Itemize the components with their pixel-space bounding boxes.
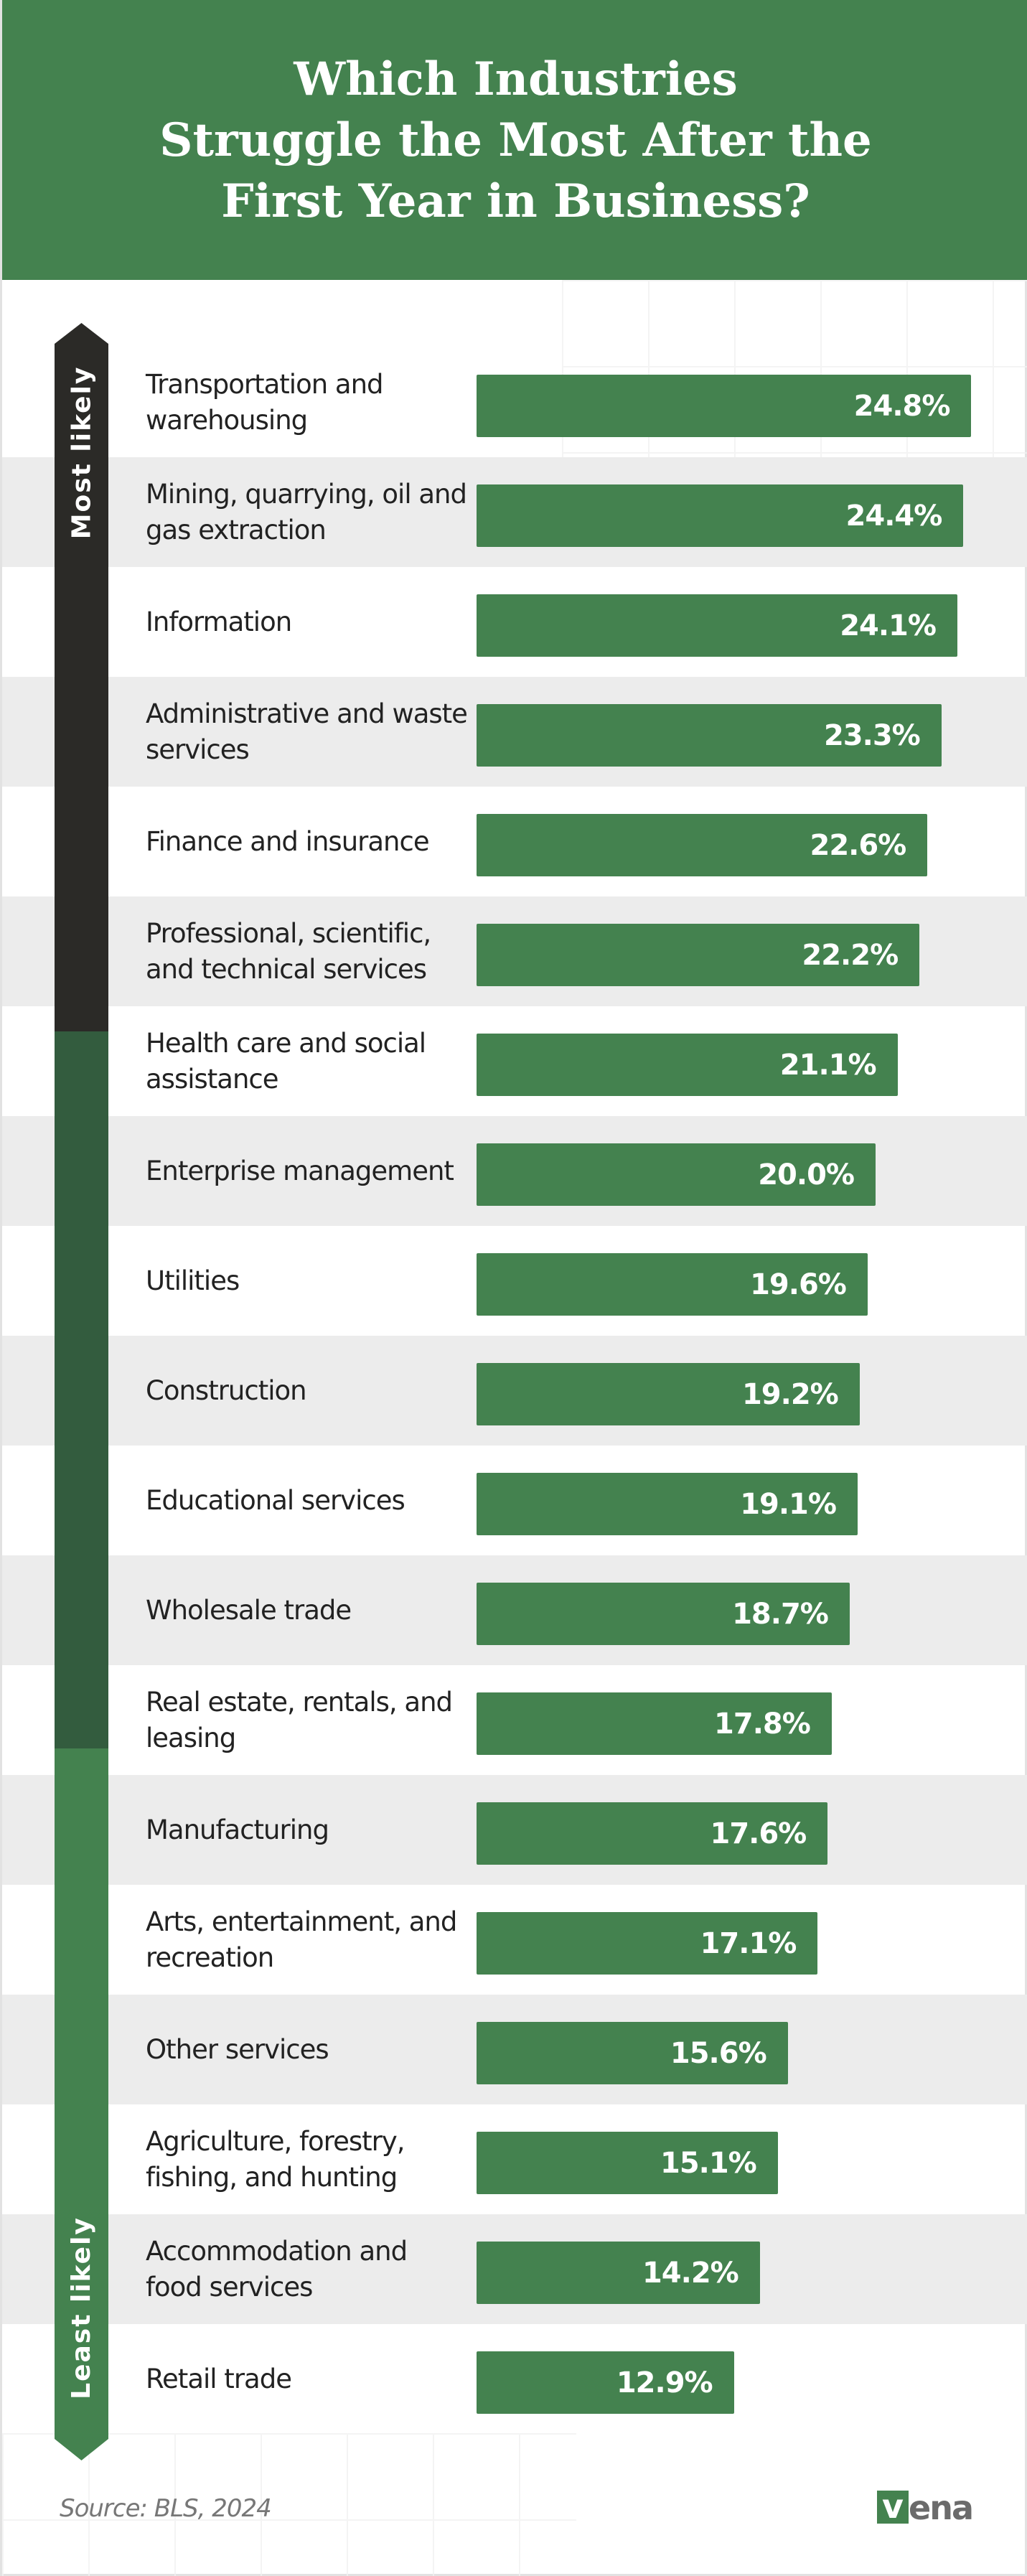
bar: 15.1%: [477, 2132, 778, 2194]
bar: 24.1%: [477, 594, 957, 657]
chart-row: Transportation and warehousing 24.8%: [2, 347, 1027, 457]
background-grid-bottom: [2, 2433, 576, 2576]
bar: 17.1%: [477, 1912, 818, 1975]
category-label: Transportation and warehousing: [146, 368, 384, 436]
value-label: 12.9%: [616, 2366, 713, 2399]
logo-v-mark: v: [877, 2490, 909, 2524]
category-label: Mining, quarrying, oil and gas extractio…: [146, 478, 467, 545]
chart-row: Administrative and waste services 23.3%: [2, 677, 1027, 787]
chart-row: Enterprise management 20.0%: [2, 1116, 1027, 1226]
value-label: 24.4%: [845, 499, 943, 533]
category-label: Retail trade: [146, 2363, 292, 2394]
chart-row: Educational services 19.1%: [2, 1446, 1027, 1555]
chart-row: Mining, quarrying, oil and gas extractio…: [2, 457, 1027, 567]
chart-row: Other services 15.6%: [2, 1995, 1027, 2104]
category-label: Wholesale trade: [146, 1594, 352, 1626]
likelihood-arrow: [55, 323, 108, 2460]
chart-row: Retail trade 12.9%: [2, 2324, 1027, 2434]
value-label: 21.1%: [779, 1048, 877, 1082]
category-label: Finance and insurance: [146, 825, 430, 857]
source-note: Source: BLS, 2024: [60, 2494, 272, 2523]
value-label: 19.1%: [740, 1487, 837, 1521]
value-label: 14.2%: [642, 2256, 739, 2290]
category-label: Agriculture, forestry, fishing, and hunt…: [146, 2125, 405, 2193]
chart-row: Agriculture, forestry, fishing, and hunt…: [2, 2104, 1027, 2214]
value-label: 22.6%: [810, 828, 906, 862]
arrow-label-least: Least likely: [55, 2216, 108, 2399]
chart-row: Information 24.1%: [2, 567, 1027, 677]
chart-row: Accommodation and food services 14.2%: [2, 2214, 1027, 2324]
value-label: 19.6%: [750, 1268, 847, 1301]
bar: 15.6%: [477, 2022, 788, 2084]
value-label: 24.1%: [840, 609, 937, 642]
logo-text: ena: [909, 2488, 974, 2527]
arrow-segment-least: [55, 1748, 108, 2460]
value-label: 22.2%: [802, 938, 899, 972]
bar: 24.4%: [477, 484, 964, 547]
category-label: Enterprise management: [146, 1155, 454, 1186]
chart-row: Construction 19.2%: [2, 1336, 1027, 1446]
least-likely-label: Least likely: [67, 2216, 97, 2399]
value-label: 23.3%: [823, 718, 921, 752]
category-label: Professional, scientific, and technical …: [146, 917, 431, 985]
bar: 17.6%: [477, 1802, 828, 1865]
chart-row: Real estate, rentals, and leasing 17.8%: [2, 1665, 1027, 1775]
category-label: Arts, entertainment, and recreation: [146, 1906, 457, 1973]
category-label: Other services: [146, 2033, 329, 2065]
bar: 19.6%: [477, 1253, 868, 1316]
value-label: 17.8%: [714, 1707, 811, 1741]
value-label: 15.6%: [670, 2036, 767, 2070]
category-label: Accommodation and food services: [146, 2235, 408, 2303]
bar: 24.8%: [477, 375, 972, 437]
value-label: 15.1%: [660, 2146, 757, 2180]
category-label: Real estate, rentals, and leasing: [146, 1686, 453, 1753]
chart-row: Arts, entertainment, and recreation 17.1%: [2, 1885, 1027, 1995]
category-label: Information: [146, 606, 292, 637]
bar: 18.7%: [477, 1583, 850, 1645]
value-label: 24.8%: [853, 389, 951, 423]
bar: 17.8%: [477, 1692, 832, 1755]
chart-row: Wholesale trade 18.7%: [2, 1555, 1027, 1665]
header: Which Industries Struggle the Most After…: [2, 0, 1027, 280]
vena-logo: v ena: [877, 2488, 974, 2527]
chart-row: Professional, scientific, and technical …: [2, 896, 1027, 1006]
value-label: 20.0%: [758, 1158, 855, 1191]
chart-row: Manufacturing 17.6%: [2, 1775, 1027, 1885]
most-likely-label: Most likely: [67, 365, 97, 539]
category-label: Utilities: [146, 1265, 240, 1296]
value-label: 19.2%: [741, 1377, 839, 1411]
arrow-segment-middle: [55, 1031, 108, 1749]
bar: 14.2%: [477, 2242, 760, 2304]
value-label: 17.1%: [700, 1926, 797, 1960]
bar: 19.1%: [477, 1473, 858, 1535]
bar: 22.6%: [477, 814, 928, 876]
bar: 20.0%: [477, 1143, 876, 1206]
bar: 22.2%: [477, 924, 920, 986]
value-label: 18.7%: [732, 1597, 829, 1631]
category-label: Construction: [146, 1374, 307, 1406]
bar: 19.2%: [477, 1363, 860, 1425]
arrow-segment-most: [55, 323, 108, 1032]
page-title: Which Industries Struggle the Most After…: [159, 52, 872, 228]
chart-row: Finance and insurance 22.6%: [2, 787, 1027, 896]
arrow-label-most: Most likely: [55, 365, 108, 539]
value-label: 17.6%: [710, 1817, 807, 1850]
bar: 12.9%: [477, 2351, 734, 2414]
bar: 21.1%: [477, 1034, 898, 1096]
chart-row: Health care and social assistance 21.1%: [2, 1006, 1027, 1116]
category-label: Health care and social assistance: [146, 1027, 426, 1095]
category-label: Manufacturing: [146, 1814, 329, 1845]
category-label: Administrative and waste services: [146, 698, 468, 765]
chart-row: Utilities 19.6%: [2, 1226, 1027, 1336]
bar: 23.3%: [477, 704, 942, 767]
category-label: Educational services: [146, 1484, 405, 1516]
